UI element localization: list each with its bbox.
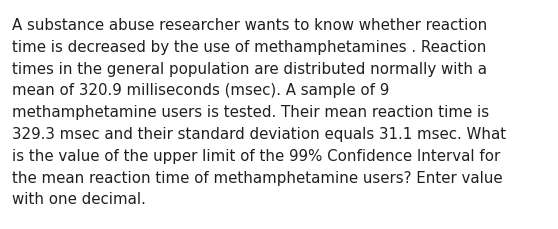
Text: with one decimal.: with one decimal. xyxy=(12,192,146,207)
Text: methamphetamine users is tested. Their mean reaction time is: methamphetamine users is tested. Their m… xyxy=(12,105,489,120)
Text: is the value of the upper limit of the 99% Confidence Interval for: is the value of the upper limit of the 9… xyxy=(12,148,501,163)
Text: times in the general population are distributed normally with a: times in the general population are dist… xyxy=(12,61,487,76)
Text: mean of 320.9 milliseconds (msec). A sample of 9: mean of 320.9 milliseconds (msec). A sam… xyxy=(12,83,389,98)
Text: 329.3 msec and their standard deviation equals 31.1 msec. What: 329.3 msec and their standard deviation … xyxy=(12,126,506,141)
Text: A substance abuse researcher wants to know whether reaction: A substance abuse researcher wants to kn… xyxy=(12,18,487,33)
Text: the mean reaction time of methamphetamine users? Enter value: the mean reaction time of methamphetamin… xyxy=(12,170,503,185)
Text: time is decreased by the use of methamphetamines . Reaction: time is decreased by the use of methamph… xyxy=(12,40,487,55)
